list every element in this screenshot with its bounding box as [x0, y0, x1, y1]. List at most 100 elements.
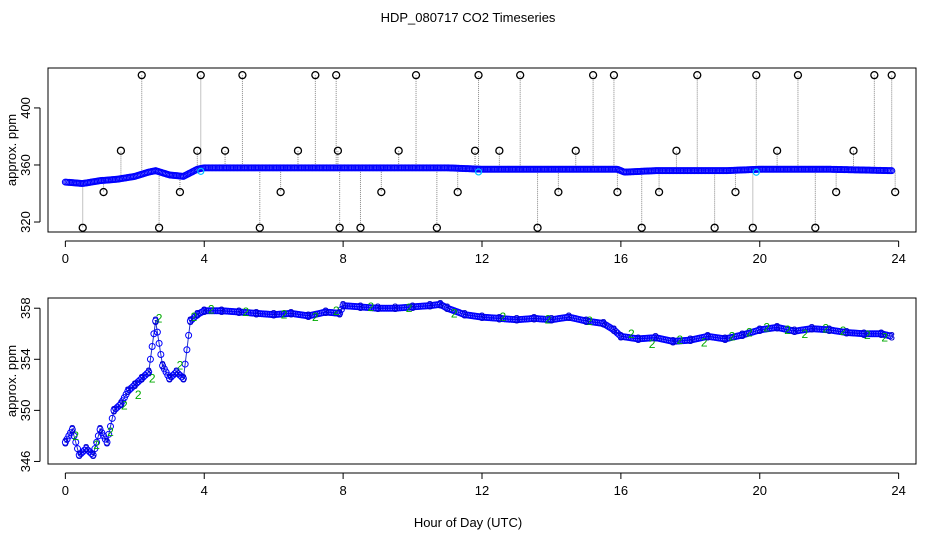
data-point-continuous [181, 360, 189, 368]
data-point-series-3: 3 [138, 371, 145, 385]
panel-top-x-tick-label: 0 [62, 251, 69, 266]
data-point-series-3: 3 [826, 323, 833, 337]
data-point-series-2: 2 [729, 329, 736, 343]
data-point-continuous [606, 324, 614, 332]
data-point-series-3: 3 [166, 371, 173, 385]
data-point-spike [394, 146, 403, 155]
data-point-continuous [74, 445, 82, 453]
panel-top-points [61, 70, 900, 232]
data-point-series-3: 3 [808, 322, 815, 336]
data-point-spike [533, 223, 542, 232]
panel-bottom-x-tick-label: 16 [614, 483, 628, 498]
data-point-continuous [148, 343, 156, 351]
data-point-series-2: 2 [881, 331, 888, 345]
panel-top-y-tick-label: 320 [18, 211, 33, 233]
data-point-series-2: 2 [333, 304, 340, 318]
panel-top-frame [47, 67, 917, 233]
data-point-spike [748, 223, 757, 232]
data-point-continuous [89, 451, 97, 459]
data-point-series-2: 2 [545, 313, 552, 327]
panel-bottom-ylabel: approx. ppm [4, 345, 19, 417]
data-point-continuous [152, 317, 160, 325]
data-point-spike [609, 70, 619, 80]
data-point-series-2: 2 [784, 323, 791, 337]
data-point-series-3: 3 [548, 313, 555, 327]
data-point-spike [220, 146, 230, 155]
panel-bottom-x-tick-label: 4 [201, 483, 208, 498]
data-point-spike [137, 70, 146, 80]
panel-top-x-tick-label: 16 [614, 251, 628, 266]
data-point-spike [276, 187, 285, 197]
data-point-series-3: 3 [461, 308, 468, 322]
data-point-series-3: 3 [201, 304, 208, 318]
data-point-spike [238, 70, 247, 80]
data-point-spike [333, 146, 343, 155]
data-point-continuous [155, 339, 163, 347]
data-point-continuous [179, 374, 187, 382]
data-point-series-2: 2 [368, 300, 375, 314]
data-point-spike [571, 146, 580, 155]
panel-bottom-x-tick-label: 20 [753, 483, 767, 498]
data-point-spike [99, 187, 108, 197]
panel-bottom-y-tick-label: 350 [18, 400, 33, 422]
data-point-series-3: 3 [118, 397, 125, 411]
panel-top-x-tick-label: 12 [475, 251, 489, 266]
data-point-series-3: 3 [173, 365, 180, 379]
data-point-highlight [752, 168, 760, 176]
data-point-series-2: 2 [243, 305, 250, 319]
panel-top-x-tick-label: 4 [201, 251, 208, 266]
data-point-series-2: 2 [149, 371, 156, 385]
panel-bottom-x-tick-label: 12 [475, 483, 489, 498]
data-point-spike [793, 70, 803, 80]
data-point-series-3: 3 [236, 305, 243, 319]
data-point-series-3: 3 [583, 314, 590, 328]
data-point-continuous [157, 351, 165, 359]
data-point-continuous [70, 432, 78, 440]
data-point-spike [335, 223, 344, 232]
data-point-spike [887, 70, 896, 80]
data-point-series-3: 3 [69, 423, 76, 437]
data-point-series-3: 3 [687, 333, 694, 347]
data-point-series-2: 2 [406, 301, 413, 315]
data-point-spike [613, 187, 622, 197]
data-point-spike [654, 187, 664, 197]
data-point-continuous [183, 346, 191, 354]
data-point-series-3: 3 [152, 314, 159, 328]
data-point-series-3: 3 [618, 329, 625, 343]
data-point-continuous [108, 414, 116, 422]
data-point-spike [332, 70, 341, 80]
data-point-continuous [150, 330, 158, 338]
data-point-series-3: 3 [97, 423, 104, 437]
data-point-spike [470, 146, 480, 155]
data-point-continuous [103, 438, 111, 446]
data-point-continuous [146, 355, 154, 363]
data-point-series-3: 3 [187, 314, 194, 328]
figure-xlabel: Hour of Day (UTC) [414, 515, 522, 530]
data-point-series-2: 2 [121, 398, 128, 412]
data-point-series-3: 3 [861, 327, 868, 341]
data-point-series-2: 2 [677, 333, 684, 347]
panel-bottom-x-tick-label: 24 [891, 483, 905, 498]
data-point-series-2: 2 [746, 325, 753, 339]
data-point-series-3: 3 [336, 306, 343, 320]
data-point-spike [870, 70, 879, 80]
data-point-series-3: 3 [83, 442, 90, 456]
data-point-continuous [605, 323, 613, 331]
panel-top-ylabel: approx. ppm [4, 114, 19, 186]
data-point-series-3: 3 [635, 332, 642, 346]
data-point-series-2: 2 [93, 438, 100, 452]
data-point-spike [193, 146, 202, 155]
data-point-series-2: 2 [499, 310, 506, 324]
data-point-series-3: 3 [194, 308, 201, 322]
data-point-series-2: 2 [281, 308, 288, 322]
data-point-series-3: 3 [145, 365, 152, 379]
data-point-spike [116, 146, 126, 155]
data-point-series-3: 3 [600, 317, 607, 331]
data-point-series-3: 3 [218, 304, 225, 318]
data-point-spike [672, 146, 681, 155]
data-point-series-3: 3 [270, 308, 277, 322]
data-point-series-2: 2 [586, 314, 593, 328]
data-point-spike [255, 223, 264, 232]
panel-top: approx. ppm 0 4 8 12 16 20 24 320 360 400 [4, 67, 917, 266]
